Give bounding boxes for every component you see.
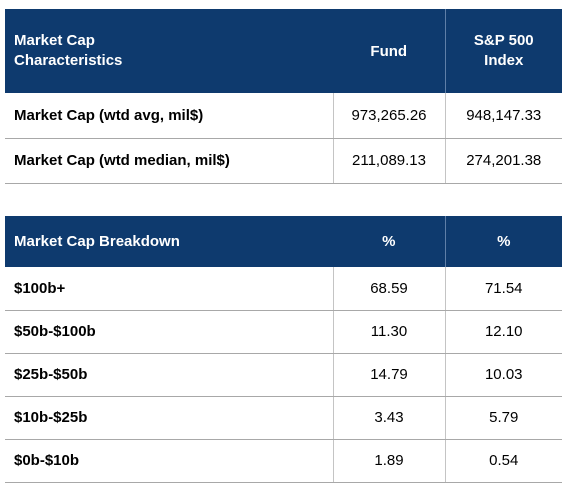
fund-value: 3.43 <box>332 396 445 440</box>
market-cap-characteristics-table: Market Cap Characteristics Fund S&P 500 … <box>5 9 562 184</box>
table-row: $10b-$25b 3.43 5.79 <box>5 396 562 440</box>
index-percent-header: % <box>444 216 562 267</box>
index-column-header: S&P 500 Index <box>444 9 562 93</box>
fund-value: 11.30 <box>332 310 445 354</box>
row-label: $0b-$10b <box>5 439 333 483</box>
table-row: Market Cap (wtd median, mil$) 211,089.13… <box>5 138 562 184</box>
row-label: $25b-$50b <box>5 353 333 397</box>
market-cap-breakdown-table: Market Cap Breakdown % % $100b+ 68.59 71… <box>5 216 562 483</box>
table-row: Market Cap (wtd avg, mil$) 973,265.26 94… <box>5 93 562 139</box>
row-label: $50b-$100b <box>5 310 333 354</box>
fund-value: 211,089.13 <box>332 138 445 184</box>
row-label: $10b-$25b <box>5 396 333 440</box>
header-line: Index <box>484 52 524 69</box>
fund-value: 973,265.26 <box>332 93 445 139</box>
index-value: 10.03 <box>444 353 562 397</box>
fund-value: 14.79 <box>332 353 445 397</box>
header-line: Characteristics <box>14 52 123 69</box>
fund-percent-header: % <box>333 216 445 267</box>
table-header-row: Market Cap Breakdown % % <box>5 216 562 267</box>
table-row: $50b-$100b 11.30 12.10 <box>5 310 562 354</box>
index-value: 71.54 <box>444 267 562 311</box>
table-row: $0b-$10b 1.89 0.54 <box>5 439 562 483</box>
index-value: 274,201.38 <box>444 138 562 184</box>
fund-column-header: Fund <box>333 9 445 93</box>
index-value: 12.10 <box>444 310 562 354</box>
fund-value: 1.89 <box>332 439 445 483</box>
header-line: Market Cap <box>14 32 95 49</box>
table-row: $25b-$50b 14.79 10.03 <box>5 353 562 397</box>
index-value: 5.79 <box>444 396 562 440</box>
index-value: 0.54 <box>444 439 562 483</box>
row-label: Market Cap (wtd avg, mil$) <box>5 93 333 139</box>
table-header-row: Market Cap Characteristics Fund S&P 500 … <box>5 9 562 93</box>
row-label: $100b+ <box>5 267 333 311</box>
characteristics-header-label: Market Cap Characteristics <box>5 9 333 93</box>
breakdown-header-label: Market Cap Breakdown <box>5 216 333 267</box>
row-label: Market Cap (wtd median, mil$) <box>5 138 333 184</box>
header-line: S&P 500 <box>473 32 534 49</box>
table-row: $100b+ 68.59 71.54 <box>5 267 562 311</box>
fund-value: 68.59 <box>332 267 445 311</box>
index-value: 948,147.33 <box>444 93 562 139</box>
